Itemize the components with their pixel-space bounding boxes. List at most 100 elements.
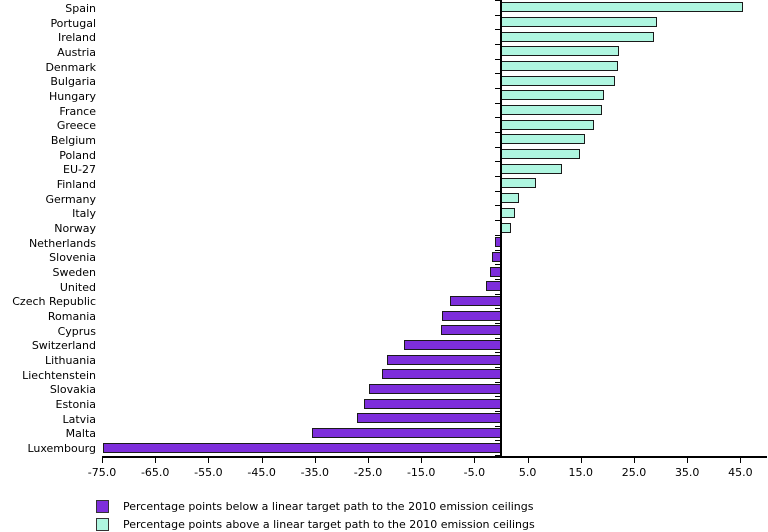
y-axis-tick (495, 190, 500, 192)
category-label: Switzerland (31, 339, 96, 353)
category-label: Liechtenstein (22, 368, 96, 382)
category-label: Slovakia (49, 383, 96, 397)
category-label: Malta (65, 427, 96, 441)
y-axis-tick (495, 102, 500, 104)
category-label: Bulgaria (50, 75, 96, 89)
legend: Percentage points below a linear target … (96, 497, 535, 532)
bar (450, 295, 501, 306)
x-tick-label: 35.0 (674, 466, 700, 479)
category-label: Norway (54, 222, 96, 235)
category-label: Germany (45, 192, 96, 206)
legend-item-above: Percentage points above a linear target … (96, 515, 535, 532)
x-tick-label: -55.0 (194, 466, 223, 479)
x-tick-label: -25.0 (353, 466, 383, 479)
category-label: Poland (59, 148, 96, 162)
y-axis-tick (495, 44, 500, 46)
category-label: Cyprus (57, 324, 96, 338)
bar (501, 31, 654, 42)
x-tick-label: -65.0 (140, 466, 170, 479)
y-axis-tick (495, 132, 500, 134)
bar (501, 61, 618, 72)
y-axis-tick (495, 337, 500, 339)
y-axis-tick (495, 264, 500, 266)
category-label: France (59, 104, 96, 118)
category-label: Finland (56, 177, 96, 191)
bar (501, 134, 586, 145)
y-axis-tick (495, 220, 500, 222)
category-label: Czech Republic (12, 295, 96, 309)
bar (501, 193, 520, 204)
y-axis-tick (495, 234, 500, 236)
bar (501, 149, 581, 160)
bar (442, 310, 501, 321)
x-tick-label: -5.0 (463, 466, 486, 479)
category-label: Ireland (57, 31, 96, 45)
bar (103, 442, 501, 453)
x-tick-label: -75.0 (87, 466, 117, 479)
legend-swatch-above-icon (96, 517, 109, 531)
category-label: Belgium (50, 133, 96, 147)
y-axis-tick (495, 440, 500, 442)
y-axis-tick (495, 161, 500, 163)
y-axis-tick (495, 58, 500, 60)
x-axis-tick (314, 458, 316, 463)
bar (381, 369, 501, 380)
x-axis-tick (580, 458, 582, 463)
y-axis-tick (495, 88, 500, 90)
bar (501, 2, 744, 13)
y-axis-tick (495, 249, 500, 251)
y-axis-tick (495, 381, 500, 383)
x-axis-tick (208, 458, 210, 463)
y-axis-tick (495, 322, 500, 324)
bar (501, 90, 604, 101)
y-axis-tick (495, 308, 500, 310)
y-axis-tick (495, 146, 500, 148)
y-axis-tick (495, 352, 500, 354)
x-tick-label: 25.0 (621, 466, 647, 479)
bar (501, 222, 512, 233)
legend-swatch-below-icon (96, 499, 109, 513)
x-axis-tick (634, 458, 635, 463)
bar (356, 413, 501, 424)
y-axis-tick (495, 293, 500, 295)
x-axis-tick (102, 458, 103, 463)
y-axis-tick (495, 366, 500, 368)
legend-label-above: Percentage points above a linear target … (123, 517, 535, 531)
x-axis-tick (527, 458, 529, 463)
x-tick-label: 45.0 (728, 466, 753, 479)
x-axis-tick (261, 458, 263, 463)
category-label: Spain (65, 1, 96, 15)
bar (404, 339, 501, 350)
bar (486, 281, 501, 292)
y-axis-tick (495, 73, 500, 75)
y-axis-tick (495, 455, 500, 456)
y-axis-tick (495, 425, 500, 427)
category-label: Denmark (45, 60, 96, 74)
bar (312, 427, 501, 438)
y-axis-tick (495, 205, 500, 207)
category-label: Italy (72, 207, 96, 221)
legend-item-below: Percentage points below a linear target … (96, 497, 535, 515)
x-axis-tick (421, 458, 423, 463)
zero-axis-line (500, 0, 502, 457)
bar (363, 398, 501, 409)
category-label: Austria (57, 45, 96, 59)
x-tick-label: -35.0 (300, 466, 330, 479)
category-label: EU-27 (63, 163, 96, 177)
bar (501, 178, 537, 189)
category-label: Sweden (52, 266, 96, 280)
x-axis-line (102, 456, 767, 458)
x-tick-label: 15.0 (568, 466, 594, 479)
bar (440, 325, 501, 336)
bar (368, 383, 501, 394)
bar (501, 46, 620, 57)
x-tick-label: -45.0 (247, 466, 276, 479)
bar (501, 163, 563, 174)
x-axis-tick (474, 458, 476, 463)
y-axis-tick (495, 410, 500, 412)
y-axis-tick (495, 14, 500, 16)
x-tick-label: 5.0 (518, 466, 537, 479)
x-axis-tick (687, 458, 689, 463)
bar (501, 17, 658, 28)
bar (501, 207, 516, 218)
